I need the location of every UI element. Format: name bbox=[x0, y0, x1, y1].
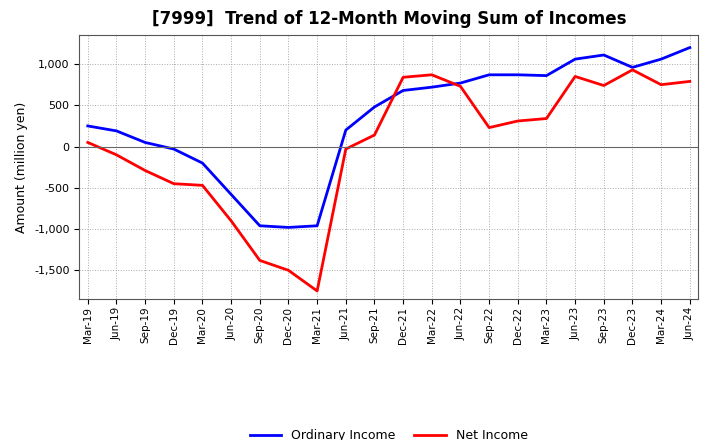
Net Income bbox=[600, 83, 608, 88]
Y-axis label: Amount (million yen): Amount (million yen) bbox=[15, 102, 28, 233]
Ordinary Income bbox=[399, 88, 408, 93]
Ordinary Income bbox=[657, 56, 665, 62]
Ordinary Income bbox=[542, 73, 551, 78]
Line: Ordinary Income: Ordinary Income bbox=[88, 48, 690, 227]
Ordinary Income bbox=[571, 56, 580, 62]
Net Income bbox=[112, 152, 121, 158]
Net Income bbox=[198, 183, 207, 188]
Ordinary Income bbox=[370, 104, 379, 110]
Net Income bbox=[284, 268, 293, 273]
Net Income bbox=[685, 79, 694, 84]
Ordinary Income bbox=[456, 81, 465, 86]
Ordinary Income bbox=[141, 140, 150, 145]
Ordinary Income bbox=[685, 45, 694, 50]
Net Income bbox=[256, 258, 264, 263]
Legend: Ordinary Income, Net Income: Ordinary Income, Net Income bbox=[245, 424, 533, 440]
Ordinary Income bbox=[256, 223, 264, 228]
Net Income bbox=[227, 218, 235, 224]
Net Income bbox=[341, 147, 350, 152]
Net Income bbox=[169, 181, 178, 186]
Net Income bbox=[370, 132, 379, 138]
Ordinary Income bbox=[169, 147, 178, 152]
Net Income bbox=[312, 288, 321, 293]
Ordinary Income bbox=[513, 72, 522, 77]
Net Income bbox=[141, 168, 150, 173]
Net Income bbox=[513, 118, 522, 124]
Ordinary Income bbox=[428, 84, 436, 90]
Net Income bbox=[628, 67, 636, 73]
Net Income bbox=[84, 140, 92, 145]
Net Income bbox=[456, 84, 465, 89]
Net Income bbox=[428, 72, 436, 77]
Ordinary Income bbox=[84, 123, 92, 128]
Ordinary Income bbox=[600, 52, 608, 58]
Ordinary Income bbox=[628, 65, 636, 70]
Ordinary Income bbox=[284, 225, 293, 230]
Ordinary Income bbox=[485, 72, 493, 77]
Ordinary Income bbox=[227, 192, 235, 197]
Ordinary Income bbox=[312, 223, 321, 228]
Net Income bbox=[485, 125, 493, 130]
Net Income bbox=[399, 75, 408, 80]
Line: Net Income: Net Income bbox=[88, 70, 690, 291]
Net Income bbox=[571, 74, 580, 79]
Ordinary Income bbox=[341, 128, 350, 133]
Title: [7999]  Trend of 12-Month Moving Sum of Incomes: [7999] Trend of 12-Month Moving Sum of I… bbox=[151, 10, 626, 28]
Ordinary Income bbox=[198, 161, 207, 166]
Net Income bbox=[542, 116, 551, 121]
Ordinary Income bbox=[112, 128, 121, 133]
Net Income bbox=[657, 82, 665, 87]
